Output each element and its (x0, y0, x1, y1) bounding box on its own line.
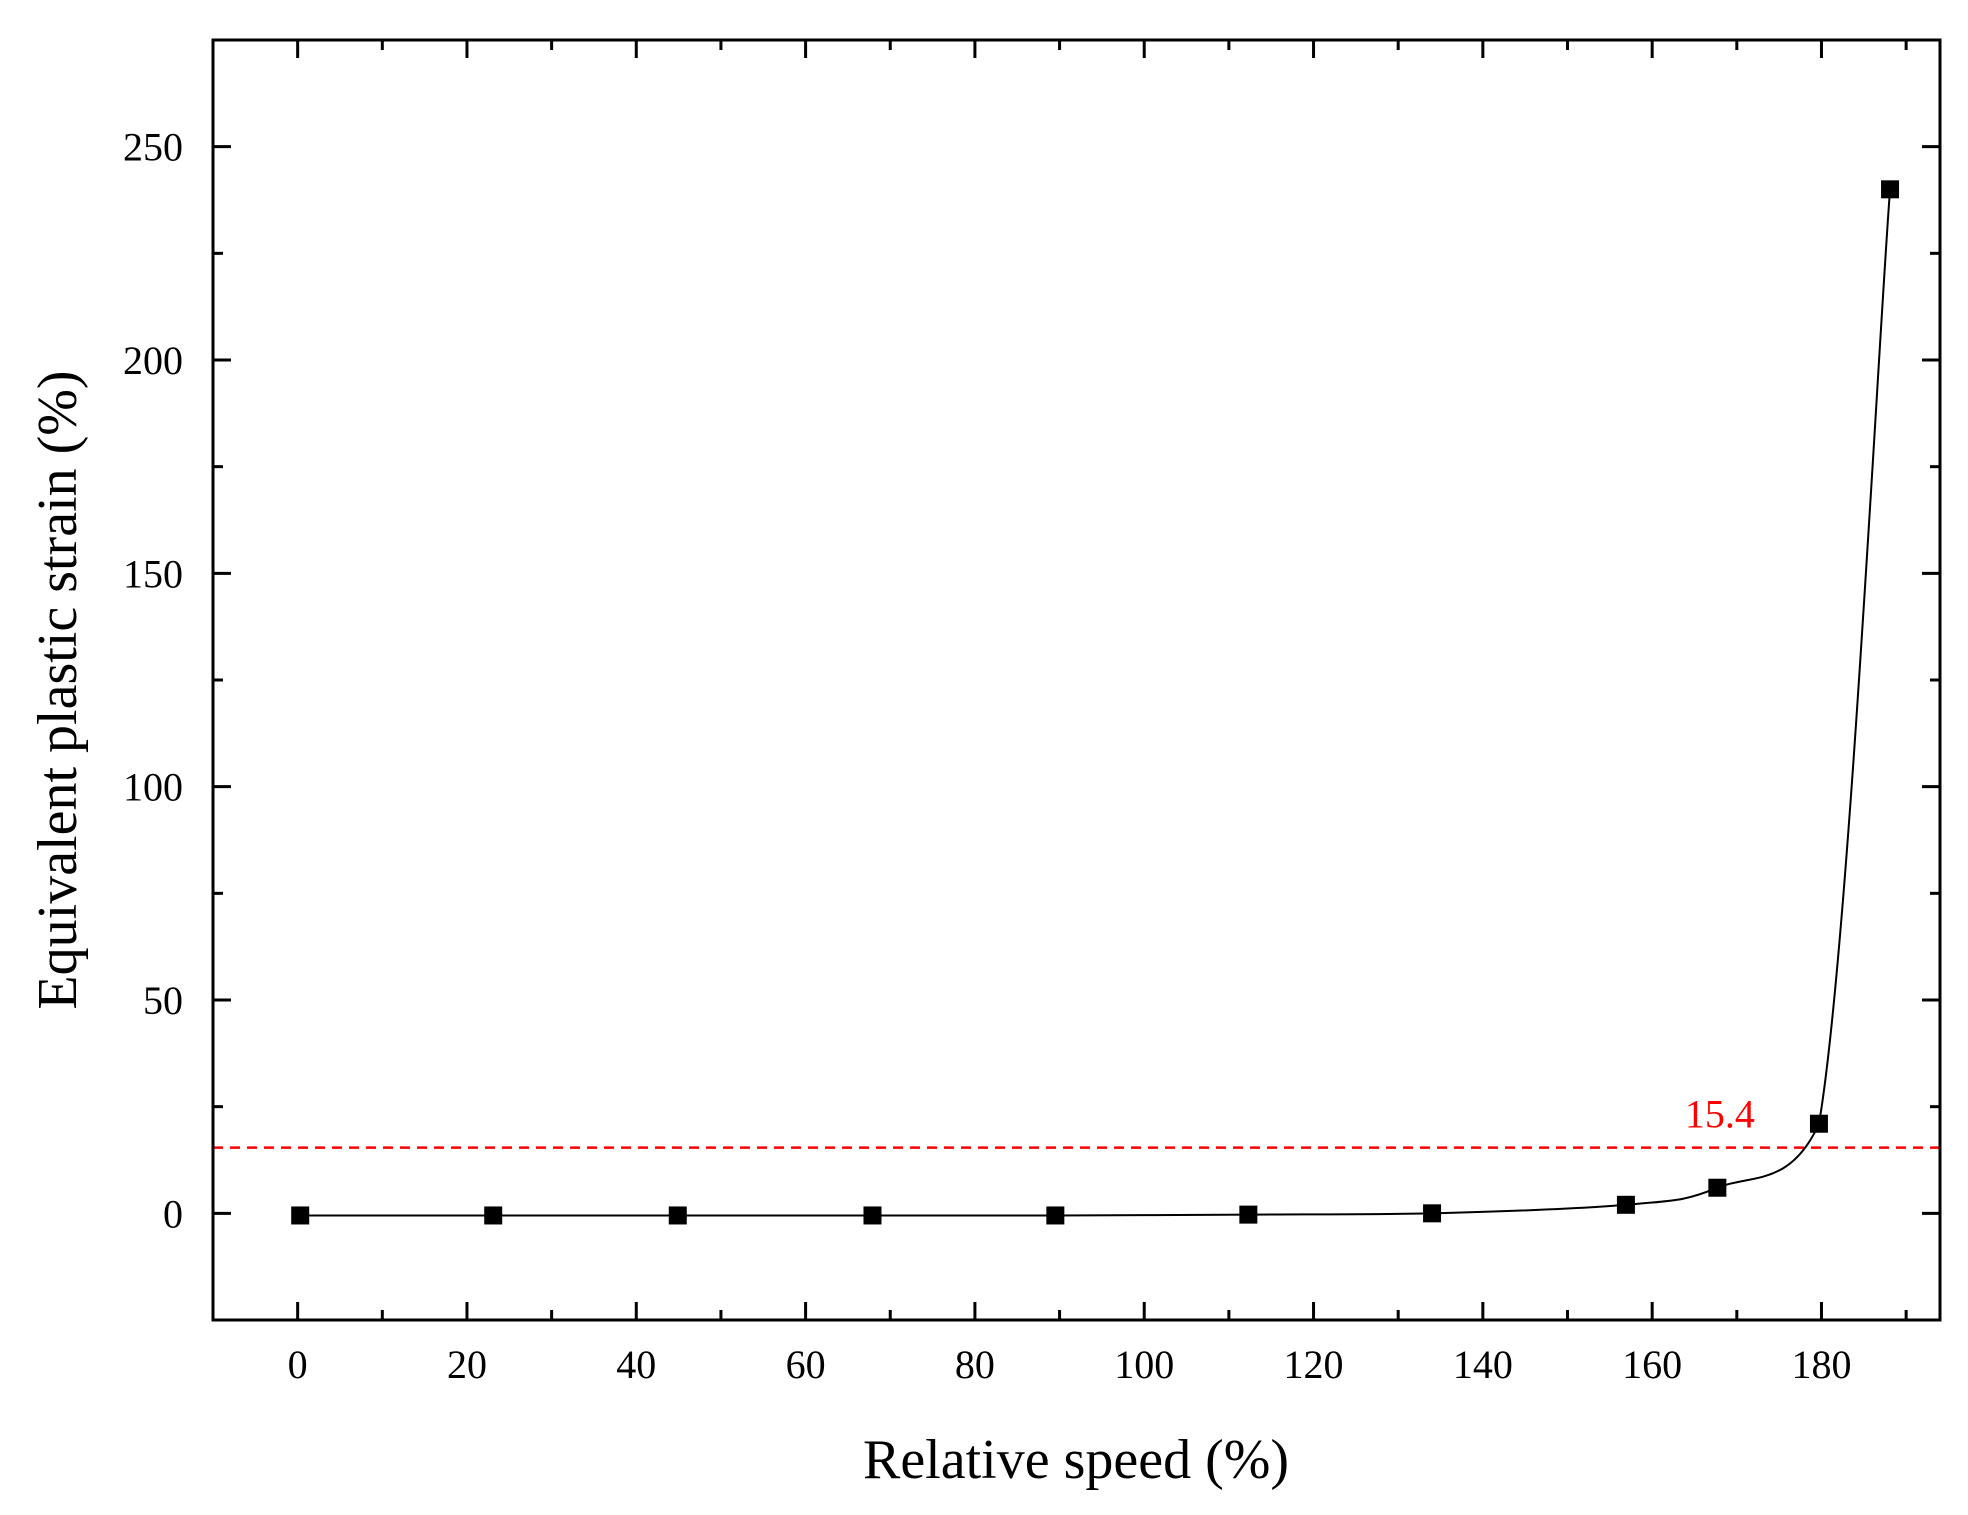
x-tick-label: 120 (1284, 1342, 1344, 1387)
y-tick-label: 200 (123, 338, 183, 383)
data-point-marker (1708, 1178, 1727, 1197)
y-tick-label: 50 (143, 978, 183, 1023)
data-point-marker (1616, 1195, 1635, 1214)
reference-line-layer: 15.4 (213, 1092, 1940, 1149)
series-layer (291, 180, 1900, 1225)
x-tick-label: 180 (1791, 1342, 1851, 1387)
data-point-marker (1423, 1204, 1442, 1223)
y-tick-label: 150 (123, 551, 183, 596)
data-point-marker (1881, 180, 1900, 199)
x-tick-label: 20 (447, 1342, 487, 1387)
reference-line-label: 15.4 (1685, 1092, 1755, 1137)
series-line (300, 189, 1892, 1217)
data-point-marker (484, 1206, 503, 1225)
data-point-marker (1809, 1114, 1828, 1133)
x-tick-label: 100 (1114, 1342, 1174, 1387)
y-tick-label: 100 (123, 765, 183, 810)
x-tick-label: 60 (786, 1342, 826, 1387)
x-tick-label: 80 (955, 1342, 995, 1387)
y-tick-label: 0 (163, 1191, 183, 1236)
data-point-marker (1239, 1205, 1258, 1224)
x-tick-label: 140 (1453, 1342, 1513, 1387)
x-tick-label: 40 (616, 1342, 656, 1387)
x-tick-label: 0 (288, 1342, 308, 1387)
plot-frame (211, 38, 1942, 1322)
data-point-marker (291, 1206, 310, 1225)
data-point-marker (1046, 1206, 1065, 1225)
data-point-marker (863, 1206, 882, 1225)
x-axis-title: Relative speed (%) (863, 1429, 1289, 1491)
data-point-marker (668, 1206, 687, 1225)
y-axis-title: Equivalent plastic strain (%) (27, 370, 89, 1009)
x-tick-label: 160 (1622, 1342, 1682, 1387)
ticks-layer: 0 20 40 60 80 100 120 140 160 180 0 50 100 150 200 250 (123, 38, 1940, 1387)
y-tick-label: 250 (123, 125, 183, 170)
